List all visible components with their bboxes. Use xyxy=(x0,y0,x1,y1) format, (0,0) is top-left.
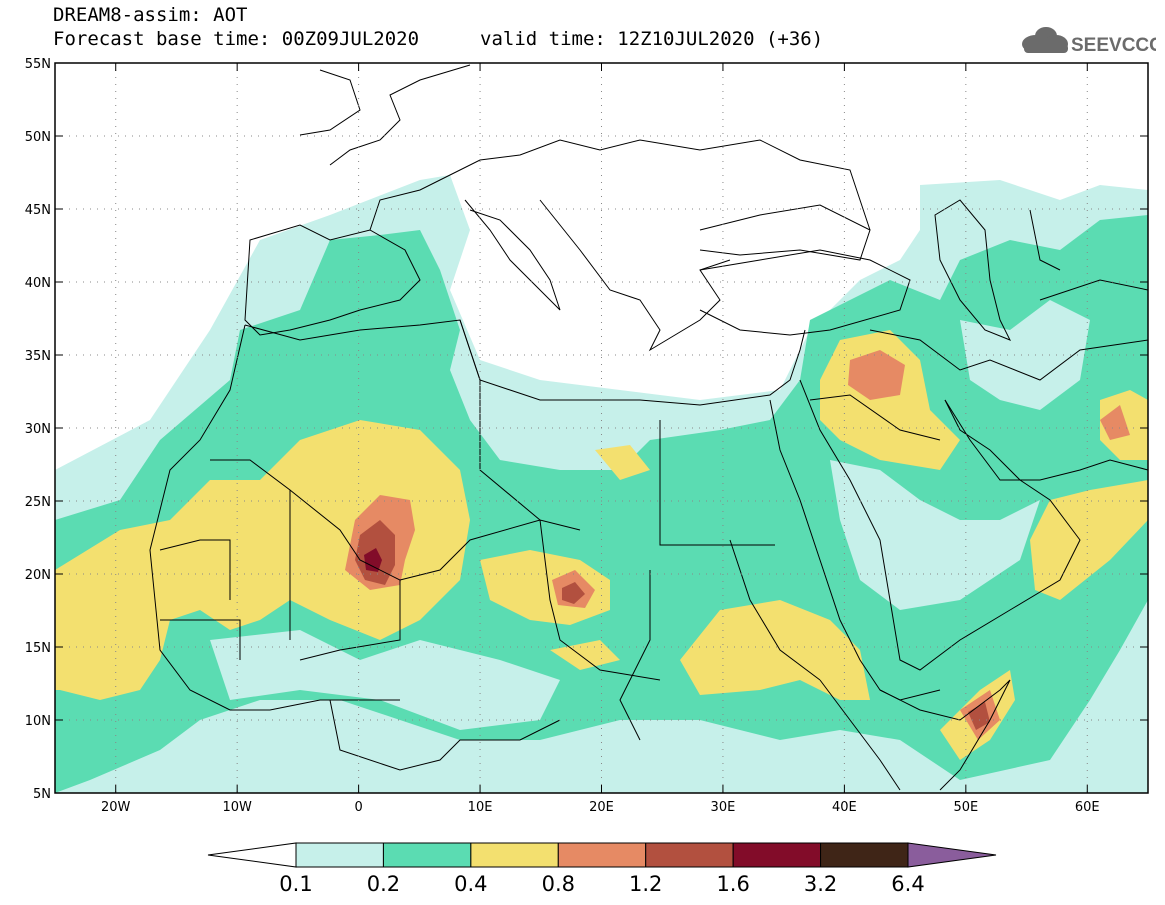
aot-level-0.4 xyxy=(550,640,620,670)
colorbar-swatch xyxy=(295,842,384,868)
aot-pocket xyxy=(210,630,560,730)
colorbar-label: 0.2 xyxy=(367,872,400,896)
colorbar-label: 0.8 xyxy=(542,872,575,896)
aot-level-0.4 xyxy=(680,600,870,700)
y-tick-label: 55N xyxy=(25,57,51,72)
colorbar-swatch xyxy=(645,842,734,868)
colorbar-label: 6.4 xyxy=(891,872,924,896)
cloud-icon xyxy=(1022,27,1068,53)
y-tick-label: 10N xyxy=(25,714,51,729)
x-tick-label: 10E xyxy=(468,800,493,815)
forecast-base-time: Forecast base time: 00Z09JUL2020 xyxy=(53,28,420,50)
colorbar-min-arrow xyxy=(207,842,297,868)
x-tick-label: 60E xyxy=(1075,800,1100,815)
aot-level-0.4 xyxy=(1030,480,1148,600)
aot-level-0.4 xyxy=(55,420,470,700)
x-tick-label: 10W xyxy=(222,800,252,815)
colorbar-swatch xyxy=(557,842,647,868)
x-tick-label: 30E xyxy=(711,800,736,815)
colorbar-max-arrow xyxy=(907,842,997,868)
aot-level-0.8 xyxy=(1100,405,1130,440)
aot-pocket xyxy=(960,300,1090,410)
seevccc-logo: SEEVCCC xyxy=(1022,27,1156,56)
aot-level-0.8 xyxy=(848,350,905,400)
colorbar-label: 1.2 xyxy=(629,872,662,896)
aot-level-1.2 xyxy=(562,582,585,604)
country-borders xyxy=(149,64,1148,791)
y-tick-label: 15N xyxy=(25,641,51,656)
aot-level-1.2 xyxy=(968,702,990,730)
colorbar-swatch xyxy=(470,842,559,868)
x-tick-label: 50E xyxy=(953,800,978,815)
aot-pocket xyxy=(830,460,1040,610)
y-tick-label: 30N xyxy=(25,422,51,437)
y-tick-label: 25N xyxy=(25,495,51,510)
axis-ticks: 20W 10W 0 10E 20E 30E 40E 50E 60E 55N 50N 45N 40N 35N… xyxy=(25,57,1148,815)
x-tick-label: 0 xyxy=(354,800,362,815)
logo-text: SEEVCCC xyxy=(1071,35,1156,56)
x-tick-label: 20E xyxy=(589,800,614,815)
colorbar-swatch xyxy=(820,842,909,868)
y-tick-label: 20N xyxy=(25,568,51,583)
colorbar-label: 0.1 xyxy=(279,872,312,896)
y-tick-label: 40N xyxy=(25,276,51,291)
map-title: DREAM8-assim: AOT xyxy=(53,4,248,26)
x-tick-label: 40E xyxy=(832,800,857,815)
colorbar-swatch xyxy=(382,842,472,868)
y-tick-label: 35N xyxy=(25,349,51,364)
valid-time: valid time: 12Z10JUL2020 (+36) xyxy=(480,28,824,50)
y-tick-label: 50N xyxy=(25,130,51,145)
aot-level-0.4 xyxy=(595,445,650,480)
colorbar-swatch xyxy=(732,842,822,868)
x-tick-label: 20W xyxy=(101,800,131,815)
y-tick-label: 45N xyxy=(25,203,51,218)
colorbar-label: 0.4 xyxy=(454,872,487,896)
y-tick-label: 5N xyxy=(33,787,51,802)
aot-level-1.6 xyxy=(364,548,382,572)
graticule xyxy=(55,63,1148,793)
colorbar-label: 1.6 xyxy=(716,872,749,896)
colorbar: 0.1 0.2 0.4 0.8 1.2 1.6 3.2 6.4 xyxy=(207,842,997,896)
colorbar-label: 3.2 xyxy=(804,872,837,896)
